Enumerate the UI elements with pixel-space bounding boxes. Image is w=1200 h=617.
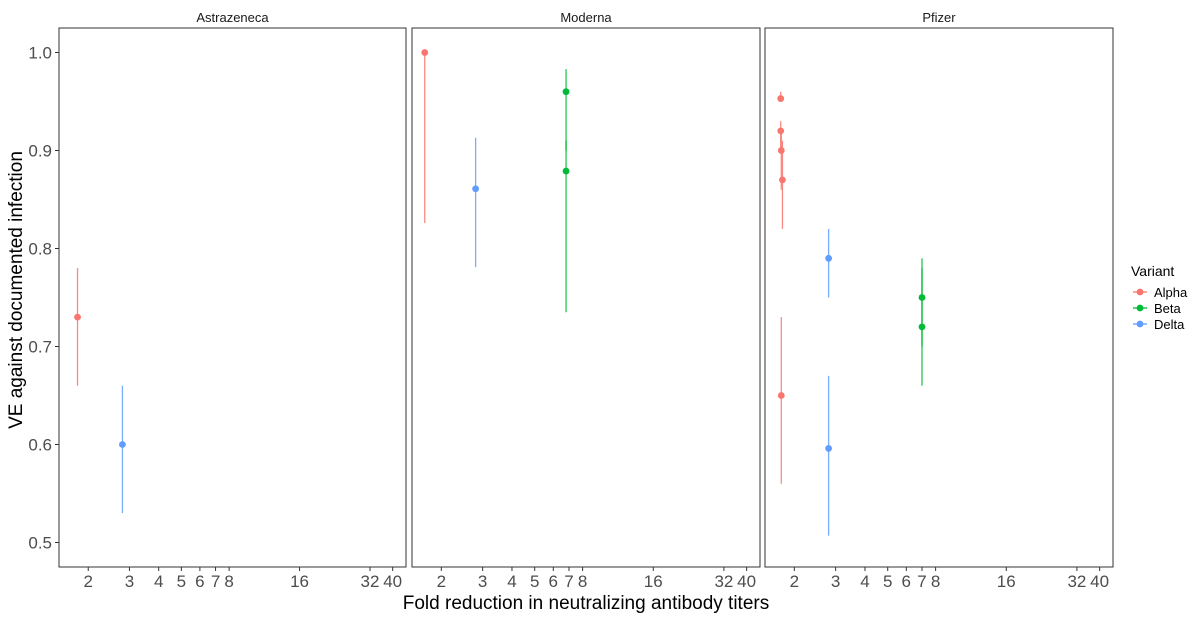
x-axis-title: Fold reduction in neutralizing antibody … <box>403 593 769 614</box>
legend-key-point <box>1136 304 1144 312</box>
x-tick-label: 6 <box>195 572 204 591</box>
x-tick-label: 32 <box>714 572 733 591</box>
x-tick-label: 32 <box>1067 572 1086 591</box>
data-point-alpha <box>777 95 785 102</box>
panel-border <box>411 27 761 568</box>
legend-item-beta: Beta <box>1133 301 1182 316</box>
x-tick-label: 5 <box>530 572 539 591</box>
x-tick-label: 6 <box>549 572 558 591</box>
legend-key-point <box>1136 320 1144 328</box>
legend-key-point <box>1136 288 1144 296</box>
legend-label: Delta <box>1154 317 1185 332</box>
x-tick-label: 2 <box>437 572 446 591</box>
x-tick-label: 5 <box>883 572 892 591</box>
legend-label: Beta <box>1154 301 1182 316</box>
legend-label: Alpha <box>1154 285 1188 300</box>
data-point-alpha <box>777 392 785 399</box>
x-tick-label: 4 <box>860 572 869 591</box>
facet-panel-moderna: Moderna 2 3 4 5 6 7 8 16 32 40 <box>411 10 761 591</box>
x-tick-label: 2 <box>84 572 93 591</box>
x-tick-label: 7 <box>564 572 573 591</box>
x-tick-label: 3 <box>478 572 487 591</box>
y-tick-label: 0.6 <box>28 436 52 455</box>
x-tick-label: 3 <box>125 572 134 591</box>
facet-panel-pfizer: Pfizer 2 3 4 5 6 7 8 16 32 40 <box>764 10 1114 591</box>
x-tick-label: 8 <box>578 572 587 591</box>
x-tick-label: 16 <box>644 572 663 591</box>
panel-border <box>58 27 407 568</box>
data-point-beta <box>918 323 926 331</box>
y-tick-label: 0.9 <box>28 142 52 161</box>
facet-title: Moderna <box>560 10 612 25</box>
data-point-alpha <box>779 176 786 184</box>
legend-title: Variant <box>1131 263 1174 279</box>
x-tick-label: 7 <box>211 572 220 591</box>
y-tick-label: 1.0 <box>28 44 52 63</box>
data-point-delta <box>472 185 480 193</box>
data-point-delta <box>825 254 833 262</box>
data-point-delta <box>119 441 126 448</box>
data-point-alpha <box>777 147 785 154</box>
x-tick-label: 6 <box>902 572 911 591</box>
data-point-delta <box>825 445 833 452</box>
legend-item-delta: Delta <box>1133 317 1185 332</box>
y-axis-title: VE against documented infection <box>6 151 27 429</box>
data-point-alpha <box>421 49 429 56</box>
x-tick-label: 8 <box>224 572 233 591</box>
x-tick-label: 8 <box>931 572 940 591</box>
x-tick-label: 5 <box>177 572 186 591</box>
x-tick-label: 40 <box>383 572 402 591</box>
y-tick-label: 0.8 <box>28 240 52 259</box>
data-point-beta <box>562 167 570 175</box>
x-tick-label: 2 <box>790 572 799 591</box>
x-tick-label: 4 <box>154 572 163 591</box>
y-tick-label: 0.5 <box>28 534 52 553</box>
data-point-beta <box>562 88 570 96</box>
x-tick-label: 40 <box>1090 572 1109 591</box>
facet-title: Pfizer <box>922 10 956 25</box>
panel-border <box>764 27 1114 568</box>
x-tick-label: 40 <box>737 572 756 591</box>
x-tick-label: 16 <box>290 572 309 591</box>
facet-panel-astrazeneca: Astrazeneca 2 3 4 5 6 7 8 16 32 40 <box>58 10 407 591</box>
legend-item-alpha: Alpha <box>1133 285 1188 300</box>
x-tick-label: 3 <box>831 572 840 591</box>
y-axis: 0.5 0.6 0.7 0.8 0.9 1.0 <box>28 44 59 553</box>
data-point-alpha <box>74 313 81 321</box>
facet-title: Astrazeneca <box>196 10 269 25</box>
x-tick-label: 32 <box>361 572 380 591</box>
y-tick-label: 0.7 <box>28 338 52 357</box>
x-tick-label: 4 <box>507 572 516 591</box>
x-tick-label: 16 <box>997 572 1016 591</box>
x-tick-label: 7 <box>917 572 926 591</box>
